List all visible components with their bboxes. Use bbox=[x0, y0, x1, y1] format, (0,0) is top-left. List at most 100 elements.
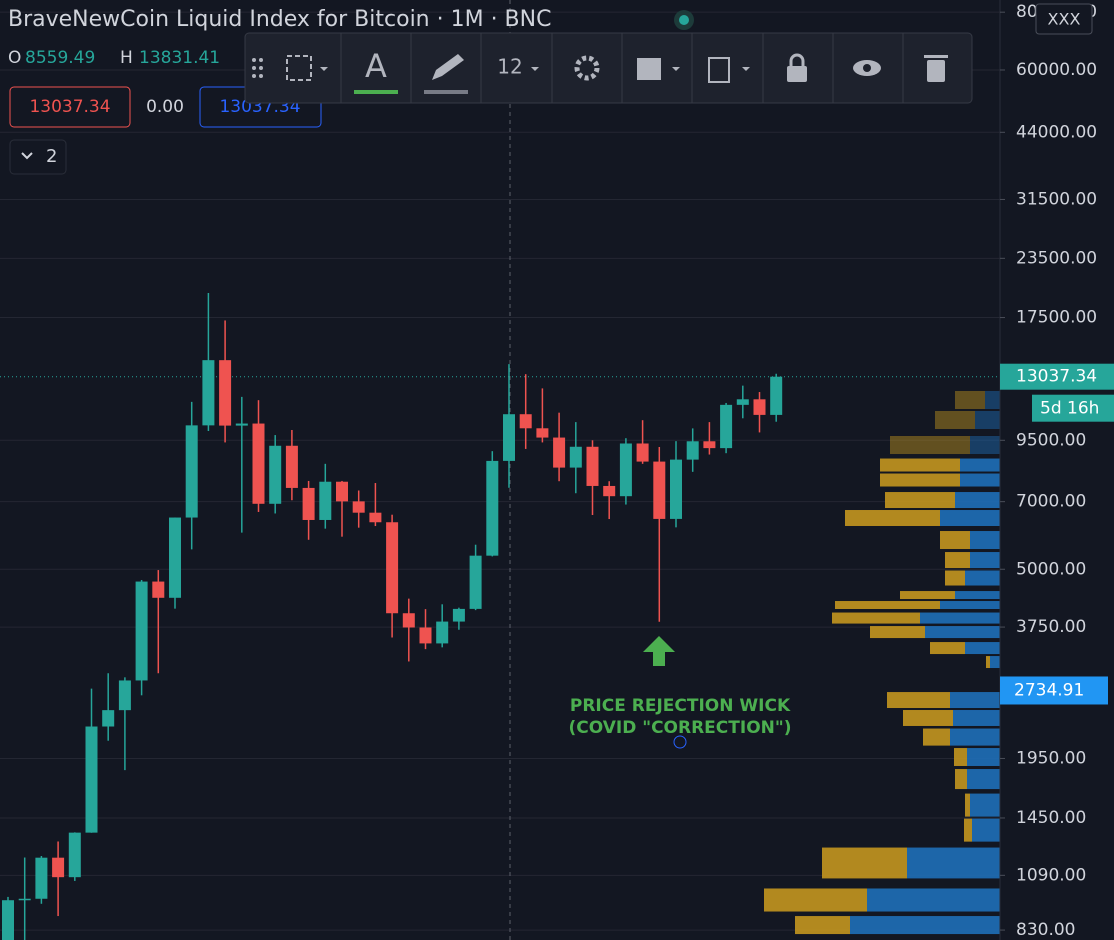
annotation: PRICE REJECTION WICK bbox=[570, 696, 791, 716]
volume-profile-sell bbox=[880, 473, 960, 487]
dropdown-icon bbox=[320, 67, 328, 71]
candle-body bbox=[169, 517, 181, 598]
indicators-toggle[interactable] bbox=[9, 139, 67, 175]
candle-body bbox=[85, 726, 98, 833]
countdown-box bbox=[1032, 394, 1114, 422]
spread: 0.00 bbox=[146, 97, 184, 117]
volume-profile-buy bbox=[990, 656, 1000, 669]
volume-profile-sell bbox=[965, 793, 970, 817]
candle-body bbox=[419, 627, 432, 644]
candle-body bbox=[653, 461, 666, 519]
candle-body bbox=[68, 832, 81, 878]
chevron-icon bbox=[21, 152, 33, 160]
volume-profile-sell bbox=[945, 570, 965, 586]
volume-profile-sell bbox=[954, 748, 967, 766]
volume-profile-buy bbox=[907, 847, 1000, 879]
volume-profile-buy bbox=[972, 818, 1000, 842]
volume-profile-sell bbox=[832, 612, 920, 624]
settings-icon[interactable] bbox=[574, 55, 600, 81]
volume-profile-buy bbox=[965, 642, 1000, 655]
candle-body bbox=[52, 857, 65, 878]
drawing-toolbar: A 12 bbox=[244, 32, 973, 104]
volume-profile-buy bbox=[960, 458, 1000, 472]
dropdown-icon bbox=[742, 67, 750, 71]
candle-body bbox=[152, 581, 165, 598]
layers-icon[interactable] bbox=[637, 58, 661, 80]
pen-icon[interactable] bbox=[432, 54, 464, 80]
volume-profile-buy bbox=[925, 626, 1000, 639]
font-size[interactable]: 12 bbox=[497, 55, 522, 79]
volume-profile-sell bbox=[955, 769, 967, 790]
volume-profile-sell bbox=[986, 656, 990, 669]
y-tick-label: 7000.00 bbox=[1016, 492, 1086, 512]
candle-body bbox=[770, 376, 783, 415]
y-tick-label: 1450.00 bbox=[1016, 808, 1086, 828]
candle-body bbox=[352, 501, 365, 513]
candle-body bbox=[586, 446, 599, 486]
y-tick-label: 3750.00 bbox=[1016, 617, 1086, 637]
candle-body bbox=[736, 399, 749, 405]
area-icon[interactable] bbox=[286, 55, 312, 81]
volume-profile-buy bbox=[970, 793, 1000, 817]
drag-handle bbox=[252, 58, 263, 78]
candle-body bbox=[336, 481, 348, 502]
clone-icon[interactable] bbox=[708, 57, 730, 83]
indicators-count: 2 bbox=[46, 146, 57, 167]
volume-profile-buy bbox=[940, 601, 1000, 610]
candle-body bbox=[436, 621, 449, 644]
candle-body bbox=[35, 857, 48, 899]
candle-body bbox=[202, 360, 215, 426]
text-color-icon[interactable]: A bbox=[365, 47, 387, 85]
trash-icon[interactable] bbox=[927, 60, 945, 82]
volume-profile-buy bbox=[955, 492, 1000, 509]
symbol-badge[interactable] bbox=[1035, 3, 1093, 35]
symbol-badge-text: XXX bbox=[1048, 10, 1081, 29]
volume-profile-sell bbox=[764, 888, 867, 912]
y-tick-label: 5000.00 bbox=[1016, 559, 1086, 579]
volume-profile-sell bbox=[940, 531, 970, 550]
volume-profile-buy bbox=[970, 552, 1000, 569]
candle-body bbox=[2, 900, 14, 940]
candle-body bbox=[553, 437, 566, 468]
price-marker-label: 2734.91 bbox=[1014, 680, 1084, 700]
y-tick-label: 830.00 bbox=[1016, 920, 1075, 940]
candle-body bbox=[486, 460, 499, 556]
candle-body bbox=[402, 613, 415, 628]
annotation-arrow bbox=[643, 636, 675, 666]
countdown-label: 5d 16h bbox=[1040, 399, 1099, 419]
candle-body bbox=[252, 423, 265, 504]
candle-body bbox=[102, 710, 115, 727]
volume-profile-buy bbox=[950, 692, 1000, 709]
candle-body bbox=[503, 414, 515, 461]
volume-profile-sell bbox=[935, 410, 975, 429]
y-tick-label: 23500.00 bbox=[1016, 248, 1097, 268]
candle-body bbox=[686, 441, 699, 460]
volume-profile-buy bbox=[850, 916, 1000, 935]
candle-body bbox=[319, 481, 332, 520]
volume-profile-sell bbox=[903, 710, 953, 726]
lock-icon[interactable] bbox=[787, 66, 807, 82]
candle-body bbox=[619, 443, 632, 497]
volume-profile-sell bbox=[822, 847, 907, 879]
volume-profile-sell bbox=[885, 492, 955, 509]
y-tick-label: 1090.00 bbox=[1016, 865, 1086, 885]
candle-body bbox=[302, 487, 315, 520]
sell-button[interactable] bbox=[9, 86, 131, 128]
toolbar-bg bbox=[244, 32, 973, 104]
candle-body bbox=[670, 459, 682, 519]
status-dot bbox=[679, 15, 689, 25]
line-color-swatch bbox=[424, 90, 468, 94]
candle-body bbox=[536, 428, 549, 438]
volume-profile-sell bbox=[887, 692, 950, 709]
volume-profile-sell bbox=[930, 642, 965, 655]
price-axis bbox=[1000, 0, 1114, 940]
candle-body bbox=[519, 414, 532, 429]
candle-body bbox=[18, 898, 31, 901]
volume-profile-sell bbox=[900, 591, 955, 600]
volume-profile-buy bbox=[975, 410, 1000, 429]
candle-body bbox=[603, 485, 616, 497]
annotation: (COVID "CORRECTION") bbox=[568, 718, 791, 738]
ohlc-key: O bbox=[8, 48, 21, 68]
candle-body bbox=[569, 446, 582, 468]
